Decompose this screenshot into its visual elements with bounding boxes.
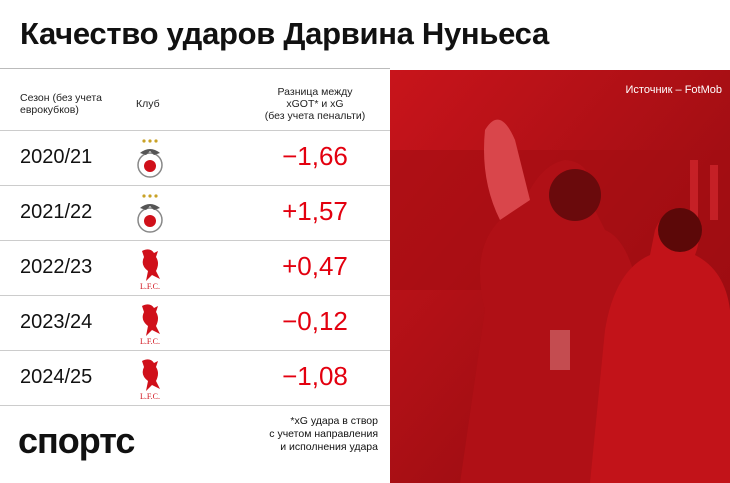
table-row: 2021/22 +1,57 — [0, 185, 390, 241]
brand: спортс — [18, 420, 135, 461]
source: Источник – FotMob — [625, 84, 722, 96]
column-header: Разница между xGOT* и xG (без учета пена… — [264, 86, 366, 122]
column-header: Клуб — [136, 98, 160, 110]
table-row: 2024/25 L.F.C. −1,08 — [0, 350, 390, 406]
star — [148, 194, 152, 198]
star — [142, 139, 146, 143]
logo-text: L.F.C. — [140, 337, 160, 346]
crest-core — [144, 215, 156, 227]
eagle — [140, 204, 160, 210]
club-logo — [137, 139, 163, 178]
value: +1,57 — [282, 196, 348, 226]
season: 2024/25 — [20, 366, 93, 388]
divider — [0, 68, 390, 69]
liverbird — [142, 304, 160, 336]
value: −0,12 — [282, 306, 348, 336]
title: Качество ударов Дарвина Нуньеса — [20, 16, 549, 51]
table-bottom-rule — [0, 405, 390, 406]
star — [154, 194, 158, 198]
logo-text: L.F.C. — [140, 282, 160, 291]
star — [148, 139, 152, 143]
season: 2021/22 — [20, 201, 93, 223]
club-logo: L.F.C. — [140, 249, 160, 291]
season: 2020/21 — [20, 146, 93, 168]
liverbird — [142, 359, 160, 391]
table-row: 2020/21 −1,66 — [0, 130, 390, 186]
season: 2022/23 — [20, 256, 93, 278]
crest-core — [144, 160, 156, 172]
liverbird — [142, 249, 160, 281]
footnote: *xG удара в створ с учетом направления и… — [269, 415, 378, 453]
star — [142, 194, 146, 198]
table-row: 2022/23 L.F.C. +0,47 — [0, 240, 390, 296]
column-header: Сезон (без учета еврокубков) — [20, 92, 102, 116]
value: +0,47 — [282, 251, 348, 281]
eagle — [140, 149, 160, 155]
value: −1,08 — [282, 361, 348, 391]
star — [154, 139, 158, 143]
club-logo: L.F.C. — [140, 304, 160, 346]
season: 2023/24 — [20, 311, 93, 333]
value: −1,66 — [282, 141, 348, 171]
club-logo: L.F.C. — [140, 359, 160, 401]
table-row: 2023/24 L.F.C. −0,12 — [0, 295, 390, 351]
photo — [390, 70, 730, 483]
logo-text: L.F.C. — [140, 392, 160, 401]
club-logo — [137, 194, 163, 233]
